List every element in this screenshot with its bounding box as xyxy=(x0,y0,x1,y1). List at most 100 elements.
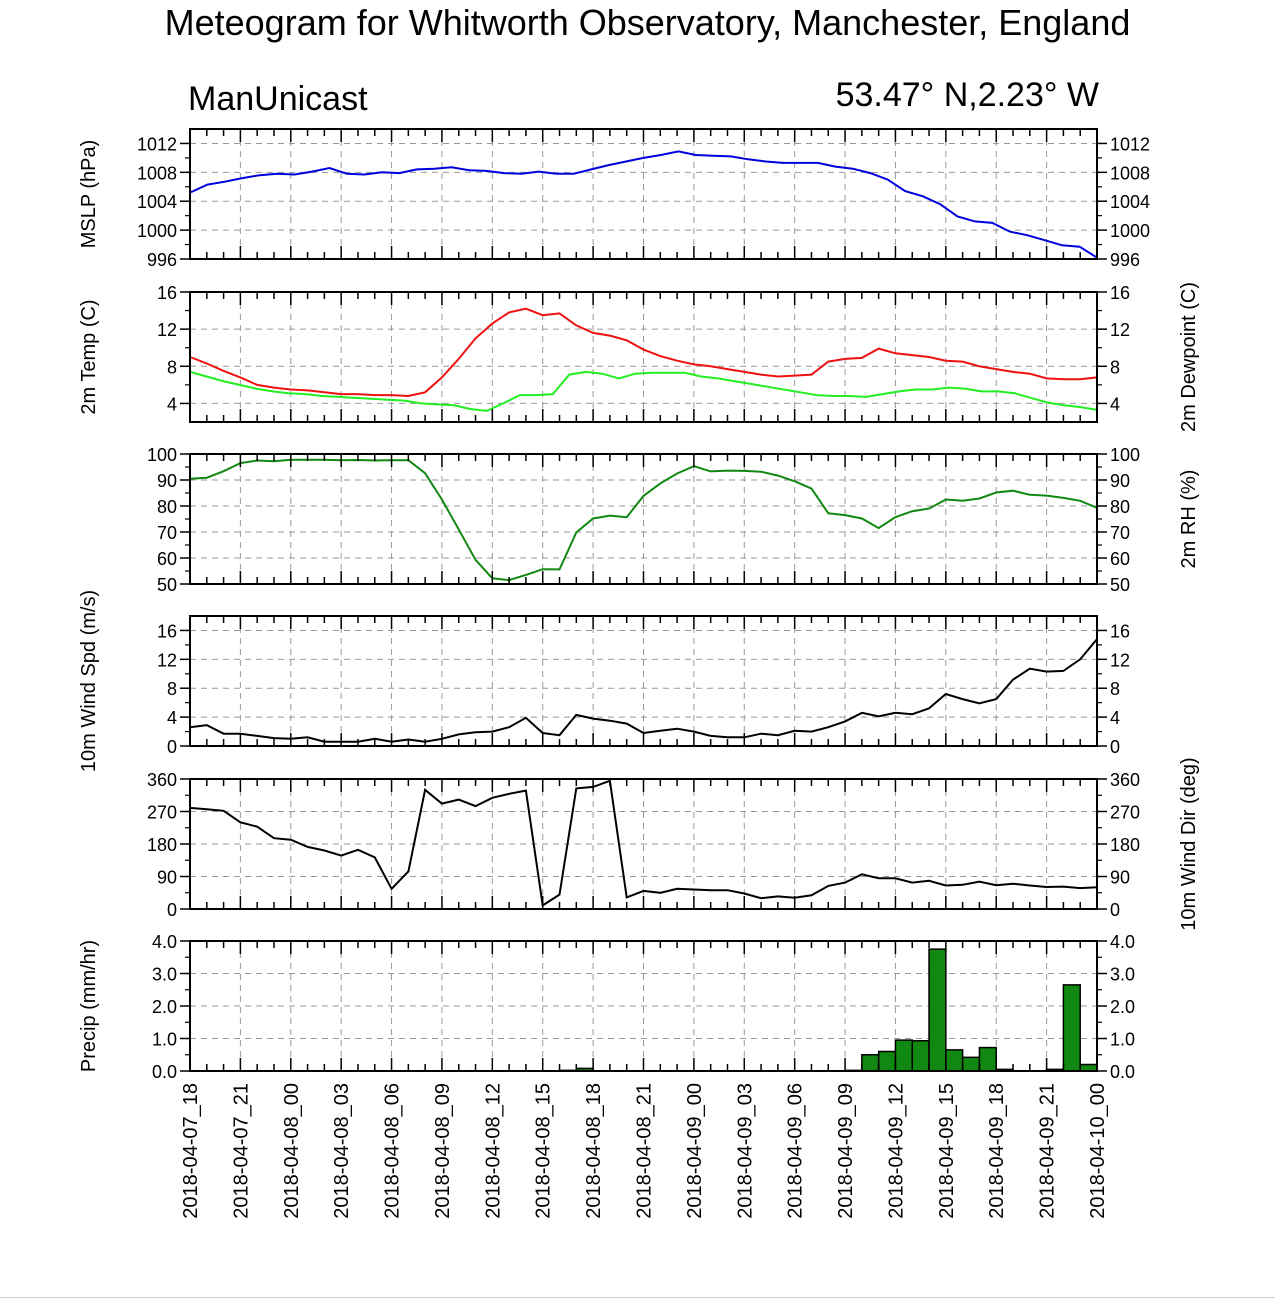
y-tick-label-right: 4 xyxy=(1110,708,1120,728)
y-axis-title-left: 10m Wind Spd (m/s) xyxy=(78,590,100,772)
y-tick-label-left: 16 xyxy=(157,283,177,303)
y-tick-label-right: 1012 xyxy=(1110,134,1150,154)
y-tick-label-right: 90 xyxy=(1110,471,1130,491)
x-tick-label: 2018-04-09_06 xyxy=(785,1083,807,1219)
y-tick-label-right: 1004 xyxy=(1110,192,1150,212)
y-tick-label-right: 1008 xyxy=(1110,163,1150,183)
x-tick-label: 2018-04-09_18 xyxy=(986,1083,1008,1219)
y-tick-label-left: 0 xyxy=(167,900,177,920)
y-tick-label-right: 90 xyxy=(1110,868,1130,888)
y-tick-label-left: 100 xyxy=(147,445,177,465)
x-tick-label: 2018-04-08_03 xyxy=(331,1083,353,1219)
y-tick-label-right: 0.0 xyxy=(1110,1062,1135,1082)
y-axis-title-left: MSLP (hPa) xyxy=(78,140,100,249)
y-tick-label-left: 0.0 xyxy=(152,1062,177,1082)
y-tick-label-right: 1000 xyxy=(1110,221,1150,241)
y-tick-label-right: 8 xyxy=(1110,357,1120,377)
bottom-divider xyxy=(0,1297,1275,1298)
x-tick-label: 2018-04-09_00 xyxy=(684,1083,706,1219)
x-tick-label: 2018-04-08_15 xyxy=(533,1083,555,1219)
y-tick-label-left: 90 xyxy=(157,471,177,491)
precip-bar xyxy=(928,948,947,1072)
y-tick-label-right: 70 xyxy=(1110,523,1130,543)
y-tick-label-left: 12 xyxy=(157,650,177,670)
y-tick-label-right: 180 xyxy=(1110,835,1140,855)
x-tick-label: 2018-04-09_09 xyxy=(835,1083,857,1219)
y-tick-label-left: 4 xyxy=(167,708,177,728)
y-tick-label-left: 4.0 xyxy=(152,932,177,952)
x-tick-label: 2018-04-09_03 xyxy=(734,1083,756,1219)
y-tick-label-left: 80 xyxy=(157,497,177,517)
y-tick-label-right: 2.0 xyxy=(1110,997,1135,1017)
y-tick-label-right: 12 xyxy=(1110,320,1130,340)
y-tick-label-right: 3.0 xyxy=(1110,965,1135,985)
x-tick-label: 2018-04-09_21 xyxy=(1037,1083,1059,1219)
y-tick-label-right: 0 xyxy=(1110,900,1120,920)
y-tick-label-left: 8 xyxy=(167,357,177,377)
precip-bar xyxy=(877,1050,897,1072)
y-tick-label-right: 60 xyxy=(1110,549,1130,569)
precip-bar xyxy=(911,1040,930,1072)
y-tick-label-left: 2.0 xyxy=(152,997,177,1017)
series-line-dir xyxy=(189,779,1098,908)
precip-bar xyxy=(945,1049,964,1072)
precip-bar xyxy=(861,1054,880,1072)
y-tick-label-right: 8 xyxy=(1110,679,1120,699)
precip-bar xyxy=(961,1056,981,1072)
y-tick-label-right: 1.0 xyxy=(1110,1030,1135,1050)
y-tick-label-right: 996 xyxy=(1110,250,1140,270)
precip-bar xyxy=(894,1039,913,1072)
x-tick-label: 2018-04-09_12 xyxy=(885,1083,907,1219)
y-tick-label-left: 70 xyxy=(157,523,177,543)
y-tick-label-left: 1000 xyxy=(137,221,177,241)
y-tick-label-right: 360 xyxy=(1110,770,1140,790)
y-tick-label-left: 60 xyxy=(157,549,177,569)
precip-bar xyxy=(1062,984,1081,1072)
x-tick-label: 2018-04-07_21 xyxy=(230,1083,252,1219)
y-tick-label-right: 100 xyxy=(1110,445,1140,465)
y-axis-title-right: 2m Dewpoint (C) xyxy=(1178,282,1200,432)
x-tick-label: 2018-04-08_21 xyxy=(634,1083,656,1219)
y-tick-label-left: 4 xyxy=(167,394,177,414)
y-tick-label-left: 0 xyxy=(167,737,177,757)
y-tick-label-left: 270 xyxy=(147,803,177,823)
x-tick-label: 2018-04-08_09 xyxy=(432,1083,454,1219)
x-tick-label: 2018-04-08_06 xyxy=(382,1083,404,1219)
series-line-temp xyxy=(189,307,1098,398)
chart-title: Meteogram for Whitworth Observatory, Man… xyxy=(164,2,1131,43)
y-tick-label-right: 50 xyxy=(1110,575,1130,595)
y-tick-label-left: 1012 xyxy=(137,134,177,154)
x-tick-label: 2018-04-08_00 xyxy=(281,1083,303,1219)
series-line-mslp xyxy=(189,150,1098,259)
y-tick-label-left: 50 xyxy=(157,575,177,595)
y-axis-title-right: 10m Wind Dir (deg) xyxy=(1178,757,1200,930)
station-coordinates: 53.47° N,2.23° W xyxy=(835,76,1099,114)
y-tick-label-right: 0 xyxy=(1110,737,1120,757)
organization-label: ManUnicast xyxy=(188,80,368,118)
x-tick-label: 2018-04-08_18 xyxy=(583,1083,605,1219)
y-tick-label-left: 90 xyxy=(157,868,177,888)
y-axis-title-left: Precip (mm/hr) xyxy=(78,940,100,1072)
y-tick-label-left: 16 xyxy=(157,621,177,641)
y-tick-label-left: 12 xyxy=(157,320,177,340)
y-axis-title-right: 2m RH (%) xyxy=(1178,470,1200,569)
y-tick-label-left: 1004 xyxy=(137,192,177,212)
x-tick-label: 2018-04-09_15 xyxy=(936,1083,958,1219)
y-tick-label-right: 12 xyxy=(1110,650,1130,670)
y-tick-label-right: 4 xyxy=(1110,394,1120,414)
y-tick-label-left: 360 xyxy=(147,770,177,790)
x-tick-label: 2018-04-07_18 xyxy=(180,1083,202,1219)
precip-bar xyxy=(978,1046,997,1072)
y-tick-label-left: 180 xyxy=(147,835,177,855)
y-tick-label-left: 8 xyxy=(167,679,177,699)
y-tick-label-right: 80 xyxy=(1110,497,1130,517)
y-tick-label-left: 3.0 xyxy=(152,965,177,985)
series-line-temp xyxy=(189,370,1098,412)
y-tick-label-right: 4.0 xyxy=(1110,932,1135,952)
y-tick-label-left: 996 xyxy=(147,250,177,270)
y-axis-title-left: 2m Temp (C) xyxy=(78,299,100,414)
y-tick-label-right: 16 xyxy=(1110,621,1130,641)
y-tick-label-right: 16 xyxy=(1110,283,1130,303)
x-tick-label: 2018-04-08_12 xyxy=(482,1083,504,1219)
